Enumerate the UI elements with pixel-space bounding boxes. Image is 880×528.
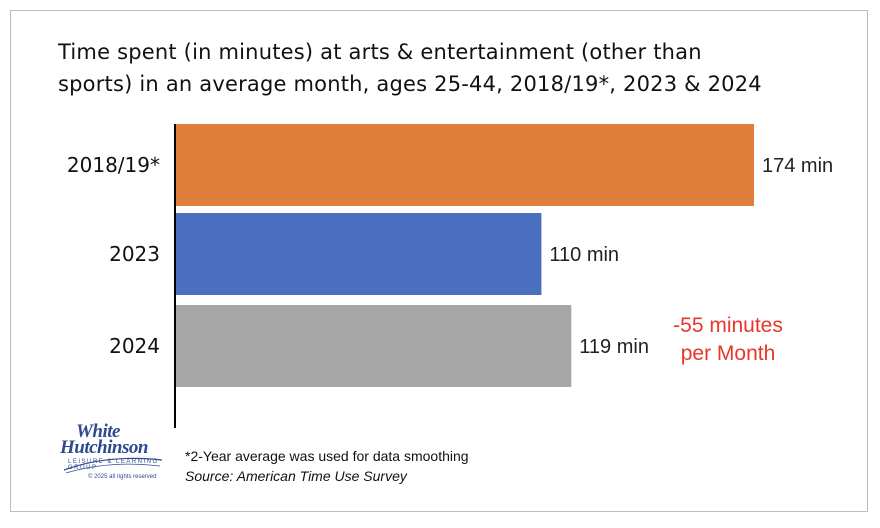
value-label-2018-19: 174 min [762,155,833,177]
change-annotation: -55 minutes per Month [658,312,798,368]
white-hutchinson-logo: White Hutchinson LEISURE & LEARNING GROU… [58,420,170,486]
source-note: Source: American Time Use Survey [185,468,407,484]
bar-2018-19 [176,124,754,206]
value-label-2023: 110 min [549,244,619,266]
logo-word-hutchinson: Hutchinson [60,437,148,458]
change-annotation-line-2: per Month [680,342,776,365]
category-label-2023: 2023 [109,242,160,266]
bar-2023 [176,213,542,295]
logo-copyright: © 2025 all rights reserved [88,474,157,480]
chart-title: Time spent (in minutes) at arts & entert… [58,36,858,100]
logo-word-white: White [76,421,120,442]
chart-title-line-2: sports) in an average month, ages 25-44,… [58,72,762,96]
logo-tagline: LEISURE & LEARNING GROUP [68,459,159,471]
logo-swoosh-icon [63,457,163,474]
category-label-2018-19: 2018/19* [67,153,160,177]
footnote: *2-Year average was used for data smooth… [185,448,469,464]
bar-2024 [176,305,572,387]
category-label-2024: 2024 [109,334,160,358]
chart-title-line-1: Time spent (in minutes) at arts & entert… [58,40,702,64]
change-annotation-line-1: -55 minutes [673,314,783,337]
value-label-2024: 119 min [579,336,649,358]
